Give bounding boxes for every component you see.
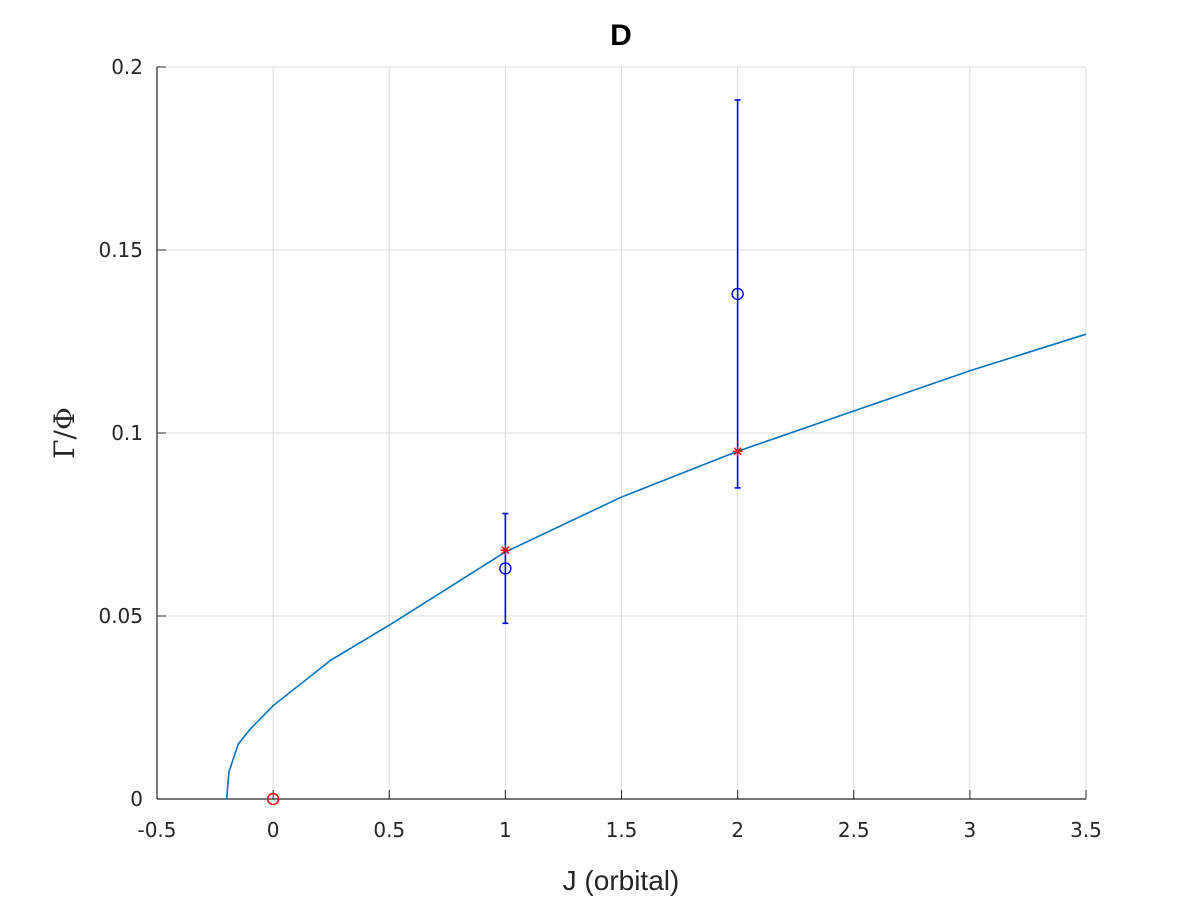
axes-layer: -0.5 0 0.5 1 1.5 2 2.5 3 3.5 0 0.05 0.1 0.15 0.2 (98, 55, 1101, 842)
x-tick-label: 3 (964, 818, 977, 842)
data-point-circle (499, 562, 512, 575)
y-tick-label: 0.1 (111, 421, 143, 445)
y-tick-label: 0.05 (98, 604, 143, 628)
y-tick-label: 0.15 (98, 238, 143, 262)
data-point-asterisk (500, 545, 511, 556)
series-layer (225, 99, 1087, 806)
x-tick-label: 1 (499, 818, 512, 842)
y-tick-label: 0.2 (111, 55, 143, 79)
y-tick-label: 0 (130, 787, 143, 811)
fit-curve-line (225, 333, 1087, 800)
x-tick-label: 0 (267, 818, 280, 842)
x-tick-label: 1.5 (606, 818, 638, 842)
asterisk-stroke (733, 447, 742, 456)
data-point-asterisk (732, 446, 743, 457)
y-axis-label: Γ/Φ (48, 407, 81, 459)
data-point-circle (266, 792, 280, 806)
x-tick-label: 2 (731, 818, 744, 842)
x-tick-label: 3.5 (1070, 818, 1102, 842)
data-point-circle (731, 287, 744, 301)
x-tick-label: 2.5 (838, 818, 870, 842)
asterisk-stroke (501, 546, 510, 555)
label-layer: D J (orbital) Γ/Φ (48, 19, 679, 896)
x-axis-label: J (orbital) (563, 865, 680, 896)
x-tick-label: 0.5 (373, 818, 405, 842)
x-tick-label: -0.5 (137, 818, 176, 842)
chart-title: D (610, 19, 632, 52)
